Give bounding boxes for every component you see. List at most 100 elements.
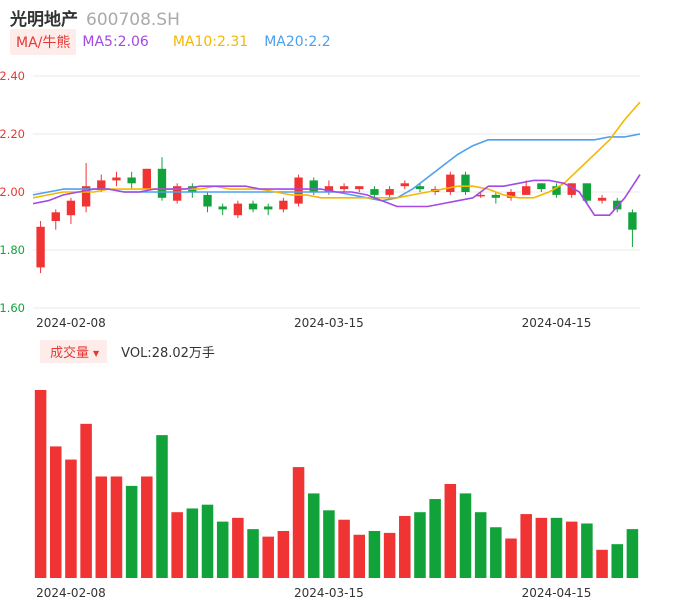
candle-body: [385, 189, 394, 195]
y-tick-label: 1.80: [0, 243, 25, 257]
candle-body: [597, 197, 607, 201]
x-tick-label: 2024-04-15: [522, 316, 592, 330]
ma-toggle-button[interactable]: MA/牛熊: [10, 29, 77, 55]
ma5-line: [32, 174, 641, 216]
candle-body: [400, 183, 409, 187]
volume-bar: [232, 517, 244, 578]
x-tick-label: 2024-04-15: [522, 586, 592, 600]
volume-bar: [444, 484, 457, 578]
volume-toggle-label: 成交量: [50, 345, 90, 361]
candle-body: [339, 186, 349, 190]
ma10-label: MA10:2.31: [172, 34, 249, 50]
x-tick-label: 2024-02-08: [36, 316, 106, 330]
volume-value: VOL:28.02万手: [121, 345, 215, 361]
candle-body: [506, 192, 516, 198]
volume-bar: [535, 517, 548, 578]
candle-body: [112, 177, 121, 181]
volume-date-axis: 2024-02-08 2024-03-15 2024-04-15: [36, 586, 591, 600]
volume-bar: [611, 544, 624, 578]
candle-body: [537, 183, 546, 190]
y-tick-label: 2.40: [0, 69, 25, 83]
volume-legend: 成交量 ▼ VOL:28.02万手: [40, 339, 215, 363]
volume-bar: [520, 514, 532, 578]
stock-code: 600708.SH: [86, 10, 180, 30]
candle-body: [294, 177, 303, 204]
ma-legend: MA/牛熊 MA5:2.06 MA10:2.31 MA20:2.2: [10, 29, 347, 55]
volume-bar: [338, 519, 350, 578]
candle-body: [446, 174, 455, 192]
volume-bar: [34, 390, 47, 578]
candle-body: [81, 186, 91, 207]
volume-bar: [125, 485, 138, 578]
candle-body: [476, 194, 485, 197]
ma10-line: [32, 101, 641, 199]
x-tick-label: 2024-03-15: [294, 586, 364, 600]
ma-lines: [32, 101, 641, 216]
volume-bar: [550, 517, 563, 578]
volume-bar: [171, 512, 183, 578]
candle-body: [36, 226, 45, 268]
candle-body: [613, 200, 622, 210]
candle-body: [582, 183, 592, 201]
price-date-axis: 2024-02-08 2024-03-15 2024-04-15: [36, 316, 591, 330]
volume-bar: [565, 521, 578, 578]
volume-bar: [596, 549, 608, 578]
volume-bar: [156, 435, 168, 578]
y-tick-label: 2.20: [0, 127, 25, 141]
volume-bar: [80, 423, 92, 578]
volume-bar: [49, 446, 62, 578]
volume-bar: [307, 493, 320, 578]
candle-body: [491, 194, 501, 198]
y-tick-label: 2.00: [0, 185, 25, 199]
candle-body: [157, 168, 167, 198]
volume-series: [34, 390, 639, 578]
candle-body: [127, 177, 136, 184]
volume-bar: [626, 529, 639, 578]
volume-toggle-button[interactable]: 成交量 ▼: [40, 339, 108, 363]
volume-bar: [141, 476, 153, 578]
candle-body: [279, 200, 288, 210]
candle-body: [264, 206, 273, 210]
candle-body: [172, 186, 182, 201]
volume-bar: [474, 512, 487, 578]
volume-bar: [429, 499, 441, 578]
candle-body: [66, 200, 76, 216]
candle-body: [567, 183, 576, 195]
candle-body: [415, 186, 425, 190]
volume-bar: [414, 512, 426, 578]
candle-body: [324, 186, 334, 192]
candlestick-series: [36, 157, 637, 274]
candle-body: [97, 180, 106, 190]
volume-bar: [216, 521, 229, 578]
volume-bar: [505, 538, 517, 578]
candle-body: [233, 203, 243, 216]
volume-bar: [110, 476, 123, 578]
y-tick-label: 1.60: [0, 301, 25, 315]
candle-body: [51, 212, 60, 221]
candle-body: [203, 194, 212, 207]
volume-bar: [247, 529, 259, 578]
candle-body: [522, 186, 531, 195]
x-tick-label: 2024-03-15: [294, 316, 364, 330]
volume-bar: [459, 493, 472, 578]
x-tick-label: 2024-02-08: [36, 586, 106, 600]
volume-bar: [186, 508, 199, 578]
ma5-label: MA5:2.06: [82, 34, 149, 50]
volume-bar: [383, 532, 396, 578]
stock-header: 光明地产 600708.SH: [10, 5, 180, 30]
ma20-line: [32, 133, 641, 202]
candle-body: [142, 168, 151, 190]
volume-bar: [490, 527, 502, 578]
volume-bar: [277, 531, 290, 578]
caret-down-icon: ▼: [93, 348, 100, 358]
volume-bar: [399, 515, 411, 578]
ma20-label: MA20:2.2: [264, 34, 331, 50]
volume-bar: [323, 510, 335, 578]
price-axis: 2.40 2.20 2.00 1.80 1.60: [0, 69, 25, 315]
volume-bar: [368, 531, 381, 578]
candle-body: [552, 186, 561, 195]
volume-bar: [201, 504, 214, 578]
candle-body: [218, 206, 227, 210]
candle-body: [309, 180, 318, 192]
